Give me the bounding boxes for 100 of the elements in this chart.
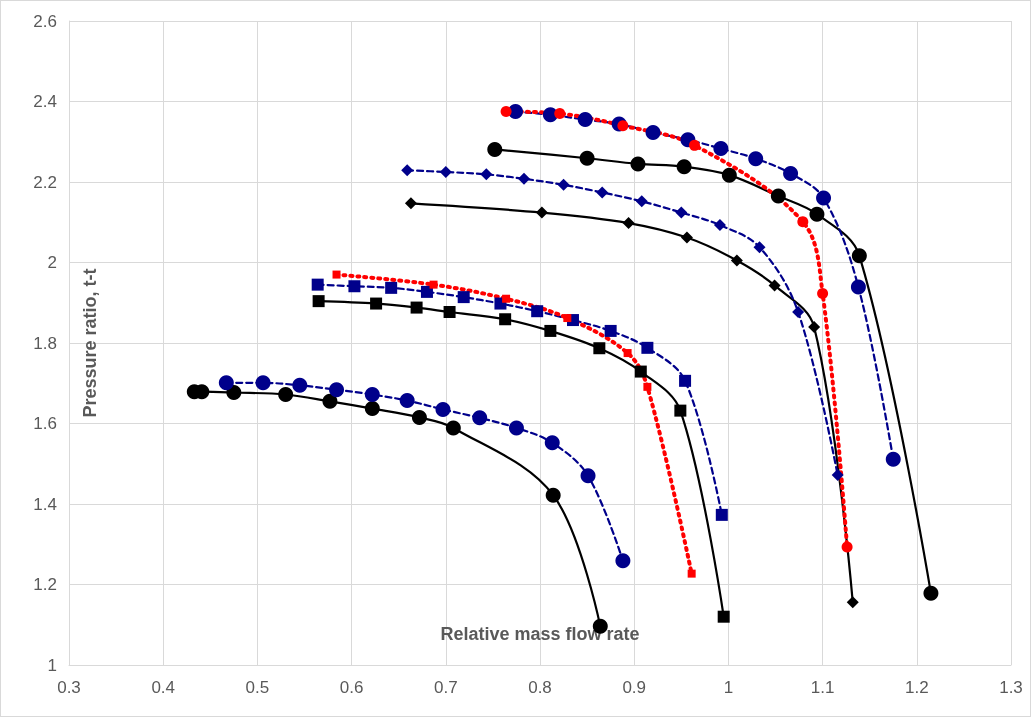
point <box>502 294 511 303</box>
point <box>721 167 737 183</box>
x-tick-label: 0.5 <box>245 678 270 697</box>
point <box>675 206 688 219</box>
x-tick-label: 0.3 <box>57 678 81 697</box>
x-tick-label: 1.2 <box>904 678 929 697</box>
x-tick-label: 1.3 <box>999 678 1023 697</box>
point <box>544 435 560 451</box>
point <box>596 186 609 199</box>
point <box>622 217 635 230</box>
point <box>850 279 866 295</box>
point <box>792 306 805 319</box>
y-tick-label: 1.4 <box>33 494 57 514</box>
point <box>641 341 654 354</box>
point <box>554 108 566 120</box>
point <box>748 151 764 167</box>
x-tick-label: 0.7 <box>433 678 458 697</box>
point <box>545 487 561 503</box>
point <box>808 320 821 333</box>
point <box>435 401 451 417</box>
point <box>770 188 786 204</box>
point <box>278 387 294 403</box>
point <box>544 324 557 337</box>
point <box>517 172 530 185</box>
point <box>630 156 646 172</box>
point <box>687 569 696 578</box>
point <box>404 197 417 210</box>
point <box>717 610 730 623</box>
point <box>364 401 380 417</box>
point <box>753 241 766 254</box>
point <box>809 206 825 222</box>
point <box>730 254 743 267</box>
point <box>410 301 423 314</box>
x-tick-label: 0.4 <box>151 678 176 697</box>
point <box>420 285 433 298</box>
point <box>429 280 438 289</box>
point <box>817 288 829 299</box>
point <box>218 375 234 391</box>
point <box>634 365 647 378</box>
point <box>322 393 338 409</box>
point <box>472 410 488 426</box>
point <box>535 206 548 219</box>
point <box>689 139 700 151</box>
y-tick-label: 1.2 <box>33 575 57 594</box>
point <box>329 382 345 398</box>
y-tick-label: 1.8 <box>33 333 57 353</box>
point <box>713 219 726 232</box>
x-tick-label: 0.6 <box>339 678 364 697</box>
y-axis-title: Pressure ratio, t-t <box>80 268 100 418</box>
point <box>797 216 809 228</box>
point <box>679 374 692 387</box>
y-tick-label: 1.6 <box>33 414 57 433</box>
x-axis-title: Relative mass flow rate <box>440 624 640 644</box>
point <box>499 313 512 326</box>
point <box>480 168 493 181</box>
point <box>439 165 452 178</box>
x-tick-label: 1 <box>723 678 734 697</box>
point <box>255 375 271 391</box>
point <box>399 393 415 409</box>
x-tick-label: 1.1 <box>810 678 835 697</box>
point <box>635 195 648 208</box>
x-tick-label: 0.8 <box>528 678 552 697</box>
point <box>385 281 398 294</box>
point <box>713 141 729 157</box>
point <box>623 349 632 358</box>
point <box>846 596 859 609</box>
point <box>715 508 728 521</box>
point <box>401 164 414 177</box>
point <box>500 106 512 118</box>
point <box>332 270 341 279</box>
point <box>312 295 325 308</box>
x-tick-label: 0.9 <box>622 678 647 697</box>
point <box>783 166 799 182</box>
point <box>885 451 901 467</box>
point <box>364 387 380 403</box>
point <box>487 141 503 157</box>
point <box>604 324 617 337</box>
point <box>411 409 427 425</box>
y-tick-label: 1 <box>47 655 57 675</box>
point <box>831 469 844 482</box>
point <box>615 553 631 569</box>
point <box>457 291 470 304</box>
point <box>923 585 939 601</box>
point <box>580 468 596 484</box>
point <box>643 382 652 391</box>
point <box>645 125 661 140</box>
point <box>816 190 832 206</box>
point <box>292 377 308 393</box>
point <box>348 280 361 293</box>
point <box>676 159 692 175</box>
point <box>508 420 524 436</box>
point <box>443 306 456 319</box>
point <box>593 342 606 355</box>
point <box>531 305 544 318</box>
y-tick-label: 2 <box>47 253 57 272</box>
y-tick-label: 2.6 <box>33 11 57 31</box>
point <box>370 297 383 310</box>
point <box>680 231 693 244</box>
point <box>557 178 570 191</box>
point <box>841 541 853 553</box>
